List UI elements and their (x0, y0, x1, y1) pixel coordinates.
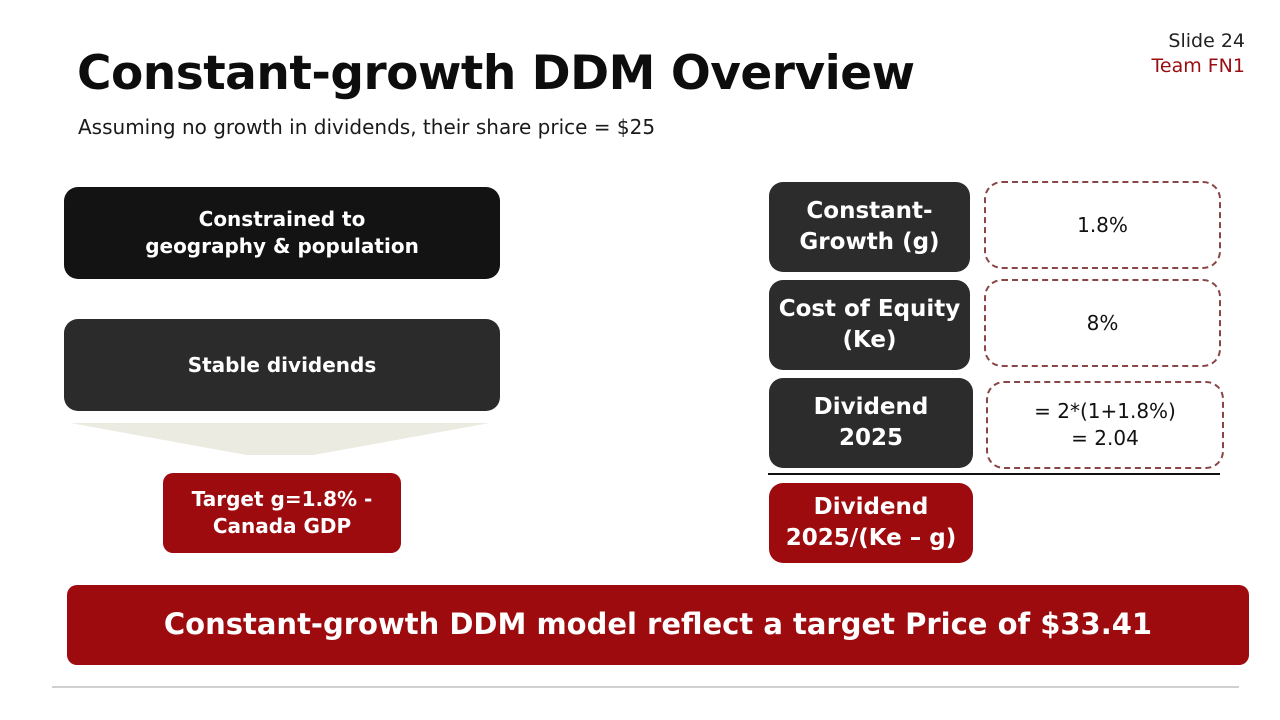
growth-value: 1.8% (1077, 212, 1128, 237)
stable-dividends-box: Stable dividends (64, 319, 500, 411)
result-value-box: Target $33.41 (985, 483, 1223, 563)
constraint-text: Constrained to geography & population (145, 207, 419, 258)
growth-value-box: 1.8% (984, 181, 1221, 269)
growth-label-box: Constant- Growth (g) (769, 182, 970, 272)
dividend-2025-label: Dividend 2025 (813, 393, 929, 451)
dividend-2025-value-box: = 2*(1+1.8%) = 2.04 (986, 381, 1224, 469)
cost-of-equity-label-box: Cost of Equity (Ke) (769, 280, 970, 370)
funnel-arrow (70, 423, 490, 455)
result-value: Target $33.41 (1025, 510, 1182, 535)
target-g-text: Target g=1.8% - Canada GDP (191, 487, 373, 538)
stable-dividends-text: Stable dividends (187, 352, 377, 377)
result-label-box: Dividend 2025/(Ke – g) (769, 483, 973, 563)
constraint-box: Constrained to geography & population (64, 187, 500, 279)
growth-label: Constant- Growth (g) (799, 197, 940, 255)
cost-of-equity-value: 8% (1086, 310, 1119, 335)
conclusion-banner: Constant-growth DDM model reflect a targ… (67, 585, 1249, 665)
table-divider (768, 473, 1220, 475)
page-subtitle: Assuming no growth in dividends, their s… (78, 115, 656, 139)
dividend-2025-label-box: Dividend 2025 (769, 378, 973, 468)
team-label: Team FN1 (1151, 55, 1246, 77)
result-label: Dividend 2025/(Ke – g) (785, 493, 957, 551)
page-title: Constant-growth DDM Overview (77, 46, 915, 101)
dividend-2025-value: = 2*(1+1.8%) = 2.04 (1034, 399, 1176, 450)
footer-divider (52, 686, 1239, 688)
target-g-box: Target g=1.8% - Canada GDP (163, 473, 401, 553)
conclusion-text: Constant-growth DDM model reflect a targ… (163, 607, 1153, 642)
cost-of-equity-value-box: 8% (984, 279, 1221, 367)
slide-number: Slide 24 (1168, 30, 1245, 52)
cost-of-equity-label: Cost of Equity (Ke) (778, 295, 961, 353)
